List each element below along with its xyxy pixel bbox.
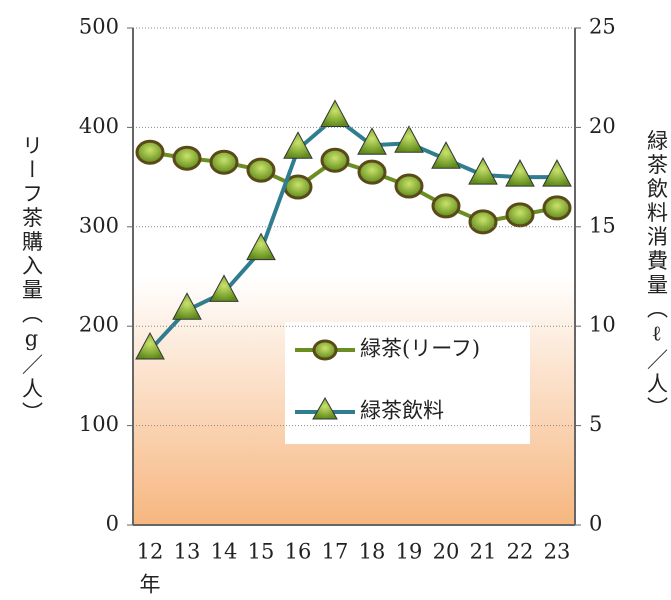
y2-tick-label: 5: [589, 412, 602, 436]
x-tick-label: 15: [248, 540, 275, 564]
point: [137, 141, 163, 163]
y-tick-label: 500: [79, 15, 119, 39]
point: [322, 149, 348, 171]
y-tick-label: 300: [79, 213, 119, 237]
point: [544, 197, 570, 219]
y2-tick-label: 0: [589, 512, 602, 536]
legend-label: 緑茶(リーフ): [360, 337, 480, 361]
plot-area: [133, 28, 575, 525]
x-tick-label: 19: [396, 540, 423, 564]
x-tick-label: 16: [285, 540, 312, 564]
y-tick-label: 0: [106, 512, 119, 536]
point: [396, 175, 422, 197]
legend-marker: [314, 341, 336, 359]
x-tick-label: 20: [433, 540, 460, 564]
y2-tick-label: 10: [589, 313, 616, 337]
point: [248, 159, 274, 181]
x-axis-label: 年: [140, 573, 161, 597]
chart: リーフ茶購入量（g／人） 緑茶飲料消費量（ℓ／人） 年 緑茶(リーフ)緑茶飲料 …: [0, 0, 671, 596]
x-tick-label: 22: [507, 540, 534, 564]
y2-axis-label: 緑茶飲料消費量（ℓ／人）: [645, 130, 669, 421]
y2-tick-label: 25: [589, 15, 616, 39]
x-tick-label: 18: [359, 540, 386, 564]
point: [174, 147, 200, 169]
point: [433, 195, 459, 217]
point: [359, 161, 385, 183]
x-tick-label: 13: [174, 540, 201, 564]
x-tick-label: 23: [544, 540, 571, 564]
legend-label: 緑茶飲料: [360, 399, 444, 423]
y-axis-label: リーフ茶購入量（g／人）: [20, 135, 44, 426]
x-tick-label: 14: [211, 540, 238, 564]
x-tick-label: 17: [322, 540, 349, 564]
y-tick-label: 100: [79, 412, 119, 436]
point: [470, 211, 496, 233]
x-tick-label: 21: [470, 540, 497, 564]
y2-tick-label: 15: [589, 213, 616, 237]
y-tick-label: 200: [79, 313, 119, 337]
page: {"chart_data": {"type": "line", "categor…: [0, 0, 671, 600]
point: [211, 151, 237, 173]
point: [507, 204, 533, 226]
y2-tick-label: 20: [589, 114, 616, 138]
y-tick-label: 400: [79, 114, 119, 138]
x-tick-label: 12: [137, 540, 164, 564]
